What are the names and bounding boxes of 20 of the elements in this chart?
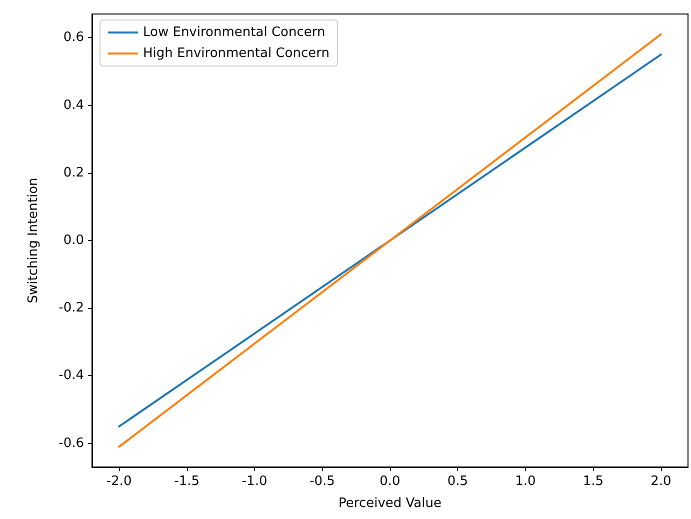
y-tick-label: -0.2 <box>58 300 84 316</box>
x-tick-label: -1.5 <box>174 474 200 489</box>
y-tick-label: 0.0 <box>63 233 84 248</box>
y-tick-label: -0.6 <box>58 436 84 451</box>
x-tick-label: 1.0 <box>515 474 536 489</box>
x-tick-label: 0.5 <box>447 474 468 489</box>
y-tick-label: -0.4 <box>58 368 84 384</box>
x-axis-title: Perceived Value <box>338 496 442 511</box>
x-tick-label: 1.5 <box>582 474 604 489</box>
x-tick-label: 0.0 <box>380 474 400 489</box>
x-tick-label: 2.0 <box>650 474 672 489</box>
y-tick-label: 0.2 <box>63 165 84 180</box>
y-tick-label: 0.6 <box>63 30 84 46</box>
legend-label: High Environmental Concern <box>143 46 330 61</box>
y-axis-title: Switching Intention <box>26 178 41 304</box>
x-tick-label: -2.0 <box>106 474 132 489</box>
y-tick-label: 0.4 <box>63 98 84 113</box>
x-tick-label: -1.0 <box>242 474 268 489</box>
x-tick-label: -0.5 <box>310 474 335 489</box>
legend-label: Low Environmental Concern <box>143 25 326 40</box>
